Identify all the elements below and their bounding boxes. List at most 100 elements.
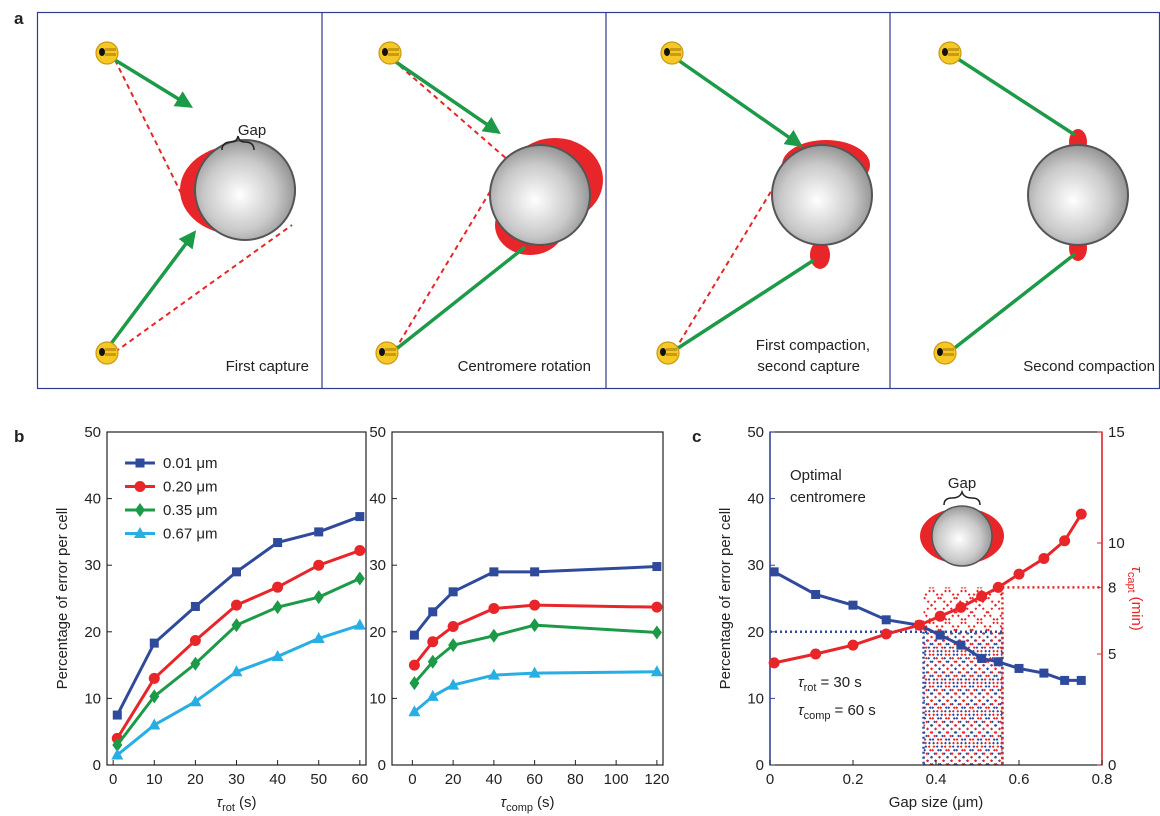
hatch-line xyxy=(740,465,1040,765)
hatch-line xyxy=(536,465,836,765)
marker xyxy=(489,567,498,576)
panel-label: b xyxy=(14,427,24,446)
marker xyxy=(135,481,146,492)
marker xyxy=(810,649,821,660)
hatch-line xyxy=(616,465,916,765)
x-tick-label: 10 xyxy=(146,771,163,788)
marker xyxy=(354,545,365,556)
hatch-line xyxy=(836,465,1136,765)
hatch-line xyxy=(256,465,556,765)
x-tick-label: 20 xyxy=(187,771,204,788)
hatch-line xyxy=(860,465,1160,765)
hatch-line xyxy=(424,465,724,765)
hatch-line xyxy=(744,465,1044,765)
hatch-line xyxy=(312,465,612,765)
hatch-line xyxy=(752,465,1052,765)
y-label: Percentage of error per cell xyxy=(717,508,734,690)
marker xyxy=(770,567,779,576)
marker xyxy=(529,600,540,611)
x-tick-label: 0.8 xyxy=(1092,771,1113,788)
marker xyxy=(914,620,925,631)
y-tick-label: 50 xyxy=(84,424,101,441)
hatch-line xyxy=(892,465,1160,765)
hatch-line xyxy=(376,465,676,765)
y-label: Percentage of error per cell xyxy=(54,508,71,690)
marker xyxy=(314,527,323,536)
y-tick-label: 40 xyxy=(747,491,764,508)
hatch-line xyxy=(440,465,740,765)
marker xyxy=(354,619,366,630)
marker xyxy=(811,590,820,599)
hatch-line xyxy=(844,465,1144,765)
axes-frame xyxy=(107,432,366,765)
hatch-line xyxy=(1076,465,1160,765)
marker xyxy=(150,639,159,648)
x-tick-label: 30 xyxy=(228,771,245,788)
marker xyxy=(956,641,965,650)
marker xyxy=(191,602,200,611)
hatch-line xyxy=(532,465,832,765)
marker xyxy=(448,621,459,632)
hatch xyxy=(224,465,1160,765)
marker xyxy=(113,711,122,720)
marker xyxy=(273,600,283,614)
hatch-line xyxy=(528,465,828,765)
marker xyxy=(882,615,891,624)
hatch-line xyxy=(628,465,928,765)
marker xyxy=(1015,664,1024,673)
hatch-line xyxy=(612,465,912,765)
inset-ball xyxy=(932,506,992,566)
marker xyxy=(1039,669,1048,678)
marker xyxy=(976,591,987,602)
annotation-text: = 30 s xyxy=(820,674,861,691)
x-label: τrot(s) xyxy=(217,794,257,814)
hatch-line xyxy=(888,465,1160,765)
hatch-line xyxy=(632,465,932,765)
marker xyxy=(313,560,324,571)
y2-tick-label: 8 xyxy=(1108,579,1116,596)
hatch-line xyxy=(512,465,812,765)
x-tick-label: 40 xyxy=(269,771,286,788)
hatch-line xyxy=(748,465,1048,765)
y-tick-label: 40 xyxy=(84,491,101,508)
hatch-line xyxy=(588,465,888,765)
hatch-line xyxy=(336,465,636,765)
hatch-line xyxy=(548,465,848,765)
caption: First capture xyxy=(226,358,309,375)
y-tick-label: 30 xyxy=(84,557,101,574)
marker xyxy=(848,640,859,651)
hatch-line xyxy=(232,465,532,765)
x-tick-label: 0.6 xyxy=(1009,771,1030,788)
caption: First compaction, xyxy=(756,337,870,354)
hatch-line xyxy=(872,465,1160,765)
marker xyxy=(1014,569,1025,580)
hatch-line xyxy=(1148,465,1160,765)
marker xyxy=(410,631,419,640)
hatch-line xyxy=(592,465,892,765)
x-label: Gap size (μm) xyxy=(889,794,984,811)
marker xyxy=(652,562,661,571)
hatch-line xyxy=(884,465,1160,765)
marker xyxy=(273,538,282,547)
y-tick-label: 10 xyxy=(369,690,386,707)
marker xyxy=(955,602,966,613)
y-tick-label: 10 xyxy=(747,690,764,707)
hatch xyxy=(232,465,1160,765)
marker xyxy=(977,654,986,663)
marker xyxy=(881,629,892,640)
marker xyxy=(135,503,145,517)
hatch-line xyxy=(488,465,788,765)
hatch-line xyxy=(496,465,796,765)
y-tick-label: 30 xyxy=(369,557,386,574)
figure: a b c Gap First capture Centromere rotat… xyxy=(0,0,1160,816)
y2-tick-label: 15 xyxy=(1108,424,1125,441)
x-label-text: (s) xyxy=(239,794,257,811)
x-tick-label: 60 xyxy=(351,771,368,788)
marker xyxy=(448,638,458,652)
y-tick-label: 40 xyxy=(369,491,386,508)
marker xyxy=(993,582,1004,593)
marker xyxy=(530,567,539,576)
marker xyxy=(449,587,458,596)
inset-brace xyxy=(944,492,980,505)
hatch-line xyxy=(544,465,844,765)
